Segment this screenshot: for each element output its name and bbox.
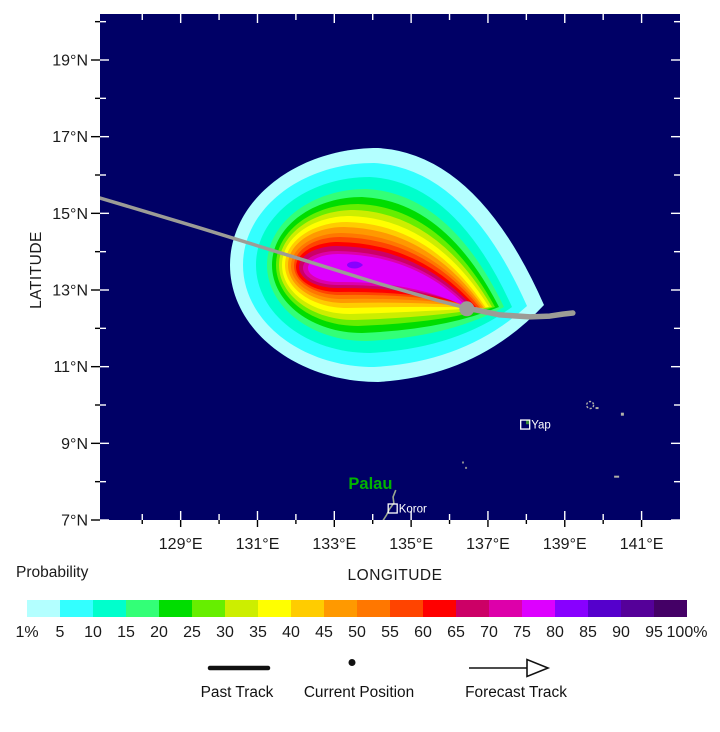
colorbar-cell-45	[324, 600, 357, 617]
colorbar-cell-90	[621, 600, 654, 617]
colorbar-cell-80	[555, 600, 588, 617]
lat-tick-label: 13°N	[52, 283, 88, 300]
city-label-yap: Yap	[531, 420, 551, 432]
island-speck	[614, 475, 620, 478]
colorbar-label: 75	[513, 624, 531, 641]
colorbar-label: 35	[249, 624, 267, 641]
lat-tick-label: 9°N	[61, 436, 88, 453]
colorbar-cell-75	[522, 600, 555, 617]
colorbar-label: 90	[612, 624, 630, 641]
colorbar-label: 20	[150, 624, 168, 641]
forecast-track-line	[100, 196, 469, 310]
colorbar-title: Probability	[16, 564, 89, 581]
colorbar-label: 55	[381, 624, 399, 641]
colorbar-label: 5	[56, 624, 65, 641]
colorbar-cell-35	[258, 600, 291, 617]
colorbar-label: 40	[282, 624, 300, 641]
colorbar-cell-10	[93, 600, 126, 617]
current-position-marker	[459, 301, 475, 317]
legend-label-past-track: Past Track	[200, 684, 274, 701]
city-marker-koror	[387, 503, 398, 514]
colorbar-cell-5	[60, 600, 93, 617]
lon-tick-label: 139°E	[543, 536, 587, 553]
colorbar-label: 85	[579, 624, 597, 641]
colorbar-cell-70	[489, 600, 522, 617]
colorbar-cell-20	[159, 600, 192, 617]
palau-island-chain	[382, 489, 397, 520]
lon-tick-label: 133°E	[312, 536, 356, 553]
colorbar-label: 30	[216, 624, 234, 641]
island-speck	[620, 412, 624, 416]
lon-tick-label: 137°E	[466, 536, 510, 553]
colorbar-label: 95	[645, 624, 663, 641]
colorbar-label: 10	[84, 624, 102, 641]
lon-tick-label: 131°E	[236, 536, 280, 553]
contour-75pct	[308, 254, 468, 308]
current-position-glyph	[348, 659, 356, 666]
lat-tick-label: 17°N	[52, 129, 88, 146]
colorbar-cell-30	[225, 600, 258, 617]
lon-tick-label: 135°E	[389, 536, 433, 553]
lat-tick-label: 19°N	[52, 53, 88, 70]
colorbar-label: 60	[414, 624, 432, 641]
colorbar-cell-40	[291, 600, 324, 617]
colorbar-cell-25	[192, 600, 225, 617]
city-label-koror: Koror	[399, 504, 427, 516]
legend-label-current-position: Current Position	[303, 684, 415, 701]
colorbar-label: 100%	[667, 624, 708, 641]
island-atoll	[585, 400, 595, 410]
colorbar-cell-55	[390, 600, 423, 617]
colorbar-cell-85	[588, 600, 621, 617]
lat-tick-label: 11°N	[53, 359, 88, 376]
colorbar-label: 80	[546, 624, 564, 641]
colorbar-cell-95	[654, 600, 687, 617]
lat-tick-label: 7°N	[61, 513, 88, 530]
island-speck	[526, 420, 530, 425]
colorbar-label: 65	[447, 624, 465, 641]
y-axis-title: LATITUDE	[28, 231, 45, 309]
colorbar-label: 25	[183, 624, 201, 641]
legend-label-forecast-track: Forecast Track	[465, 684, 567, 701]
lat-tick-label: 15°N	[52, 206, 88, 223]
colorbar-cell-50	[357, 600, 390, 617]
island-speck	[461, 461, 464, 464]
colorbar-label: 1%	[15, 624, 38, 641]
colorbar-label: 70	[480, 624, 498, 641]
colorbar-label: 15	[117, 624, 135, 641]
contour-80pct	[347, 261, 363, 269]
region-label-palau: Palau	[348, 475, 392, 493]
city-marker-yap	[520, 419, 531, 430]
colorbar-cell-65	[456, 600, 489, 617]
colorbar-label: 50	[348, 624, 366, 641]
x-axis-title: LONGITUDE	[347, 567, 443, 584]
colorbar-cell-60	[423, 600, 456, 617]
forecast-track-glyph-arrowhead	[526, 658, 551, 678]
colorbar-cell-15	[126, 600, 159, 617]
lon-tick-label: 141°E	[620, 536, 664, 553]
lon-tick-label: 129°E	[159, 536, 203, 553]
island-speck	[465, 466, 468, 469]
island-speck	[595, 407, 599, 410]
past-track-line	[464, 305, 576, 320]
colorbar-label: 45	[315, 624, 333, 641]
map-content	[100, 148, 624, 520]
colorbar-cell-1%	[27, 600, 60, 617]
